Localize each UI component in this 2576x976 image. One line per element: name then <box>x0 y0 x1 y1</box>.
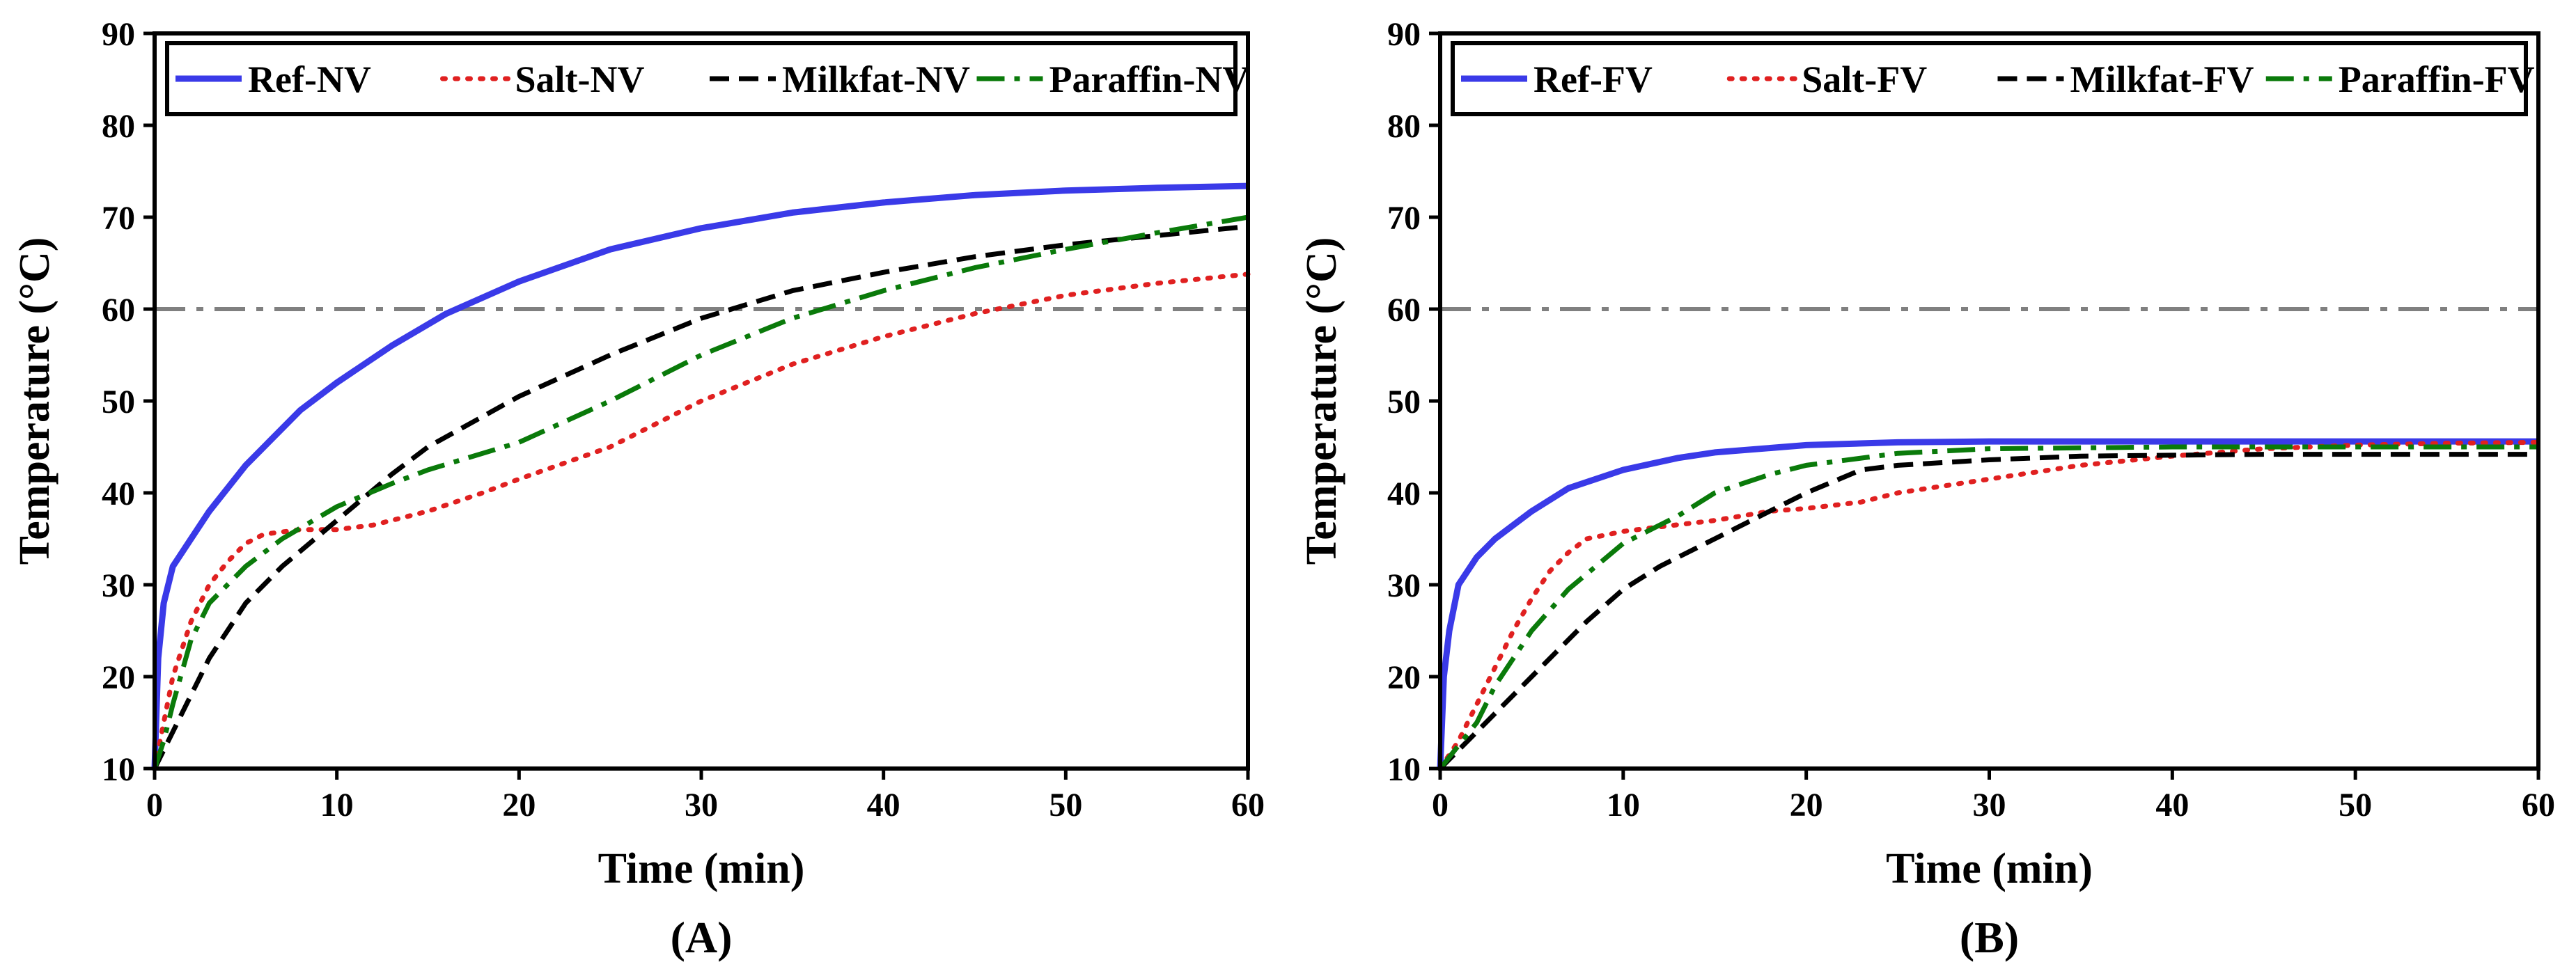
x-tick-label: 20 <box>502 787 536 824</box>
x-tick-label: 0 <box>146 787 163 824</box>
y-axis-label: Temperature (°C) <box>1298 237 1345 565</box>
x-tick-label: 40 <box>2155 787 2189 824</box>
series-line-paraffin-nv <box>152 214 1249 770</box>
series-line-salt-nv <box>152 271 1251 771</box>
x-axis-label: Time (min) <box>1886 845 2093 892</box>
y-tick-label: 10 <box>102 751 135 788</box>
x-tick-label: 50 <box>2339 787 2372 824</box>
x-tick-label: 30 <box>685 787 718 824</box>
legend-label-milkfat-nv: Milkfat-NV <box>782 58 970 100</box>
panel-label-b: (B) <box>1960 913 2019 962</box>
y-tick-label: 70 <box>102 200 135 237</box>
y-tick-label: 90 <box>1387 16 1421 53</box>
legend-label-paraffin-fv: Paraffin-FV <box>2339 58 2535 100</box>
legend-box <box>1451 41 2528 116</box>
x-tick-label: 10 <box>320 787 354 824</box>
y-tick-label: 80 <box>1387 108 1421 145</box>
y-tick-label: 50 <box>1387 384 1421 420</box>
series-line-milkfat-nv <box>152 223 1249 770</box>
x-tick-label: 60 <box>2522 787 2555 824</box>
y-tick-label: 80 <box>102 108 135 145</box>
y-tick-label: 70 <box>1387 200 1421 237</box>
y-tick-label: 30 <box>1387 567 1421 604</box>
series-line-ref-fv <box>1437 438 2538 769</box>
x-tick-label: 40 <box>867 787 900 824</box>
x-tick-label: 60 <box>1231 787 1265 824</box>
x-axis-label: Time (min) <box>598 845 805 892</box>
legend-label-paraffin-nv: Paraffin-NV <box>1049 58 1250 100</box>
y-tick-label: 40 <box>102 475 135 512</box>
legend-box <box>165 41 1238 116</box>
series-line-ref-nv <box>151 182 1249 769</box>
y-tick-label: 90 <box>102 16 135 53</box>
legend-label-salt-nv: Salt-NV <box>515 58 645 100</box>
x-tick-label: 10 <box>1607 787 1640 824</box>
plot-area-frame <box>1438 31 2540 771</box>
y-tick-label: 30 <box>102 567 135 604</box>
legend-label-ref-nv: Ref-NV <box>248 58 371 100</box>
legend-label-milkfat-fv: Milkfat-FV <box>2070 58 2254 100</box>
y-tick-label: 40 <box>1387 475 1421 512</box>
y-tick-label: 20 <box>1387 659 1421 696</box>
chart-panel-a: 10 20 30 40 50 60 70 80 90 0 10 20 30 40 50 60 Time (min… <box>11 16 1265 962</box>
series-line-paraffin-fv <box>1438 444 2538 771</box>
series-line-salt-fv <box>1437 439 2541 771</box>
y-axis-label: Temperature (°C) <box>11 237 58 565</box>
legend-label-salt-fv: Salt-FV <box>1802 58 1927 100</box>
legend-label-ref-fv: Ref-FV <box>1533 58 1653 100</box>
y-tick-label: 10 <box>1387 751 1421 788</box>
y-tick-label: 20 <box>102 659 135 696</box>
x-tick-label: 50 <box>1049 787 1082 824</box>
chart-panel-b: 10 20 30 40 50 60 70 80 90 0 10 20 30 40 50 60 Time (min… <box>1298 16 2555 962</box>
y-tick-label: 50 <box>102 384 135 420</box>
series-line-milkfat-fv <box>1438 452 2538 771</box>
y-tick-label: 60 <box>102 292 135 329</box>
legend: Ref-FV Salt-FV Milkfat-FV Paraffin-FV <box>1451 41 2535 116</box>
legend: Ref-NV Salt-NV Milkfat-NV Paraffin-NV <box>165 41 1250 116</box>
x-tick-label: 0 <box>1432 787 1449 824</box>
x-tick-label: 20 <box>1790 787 1823 824</box>
panel-label-a: (A) <box>671 913 733 962</box>
x-tick-label: 30 <box>1973 787 2006 824</box>
y-tick-label: 60 <box>1387 292 1421 329</box>
